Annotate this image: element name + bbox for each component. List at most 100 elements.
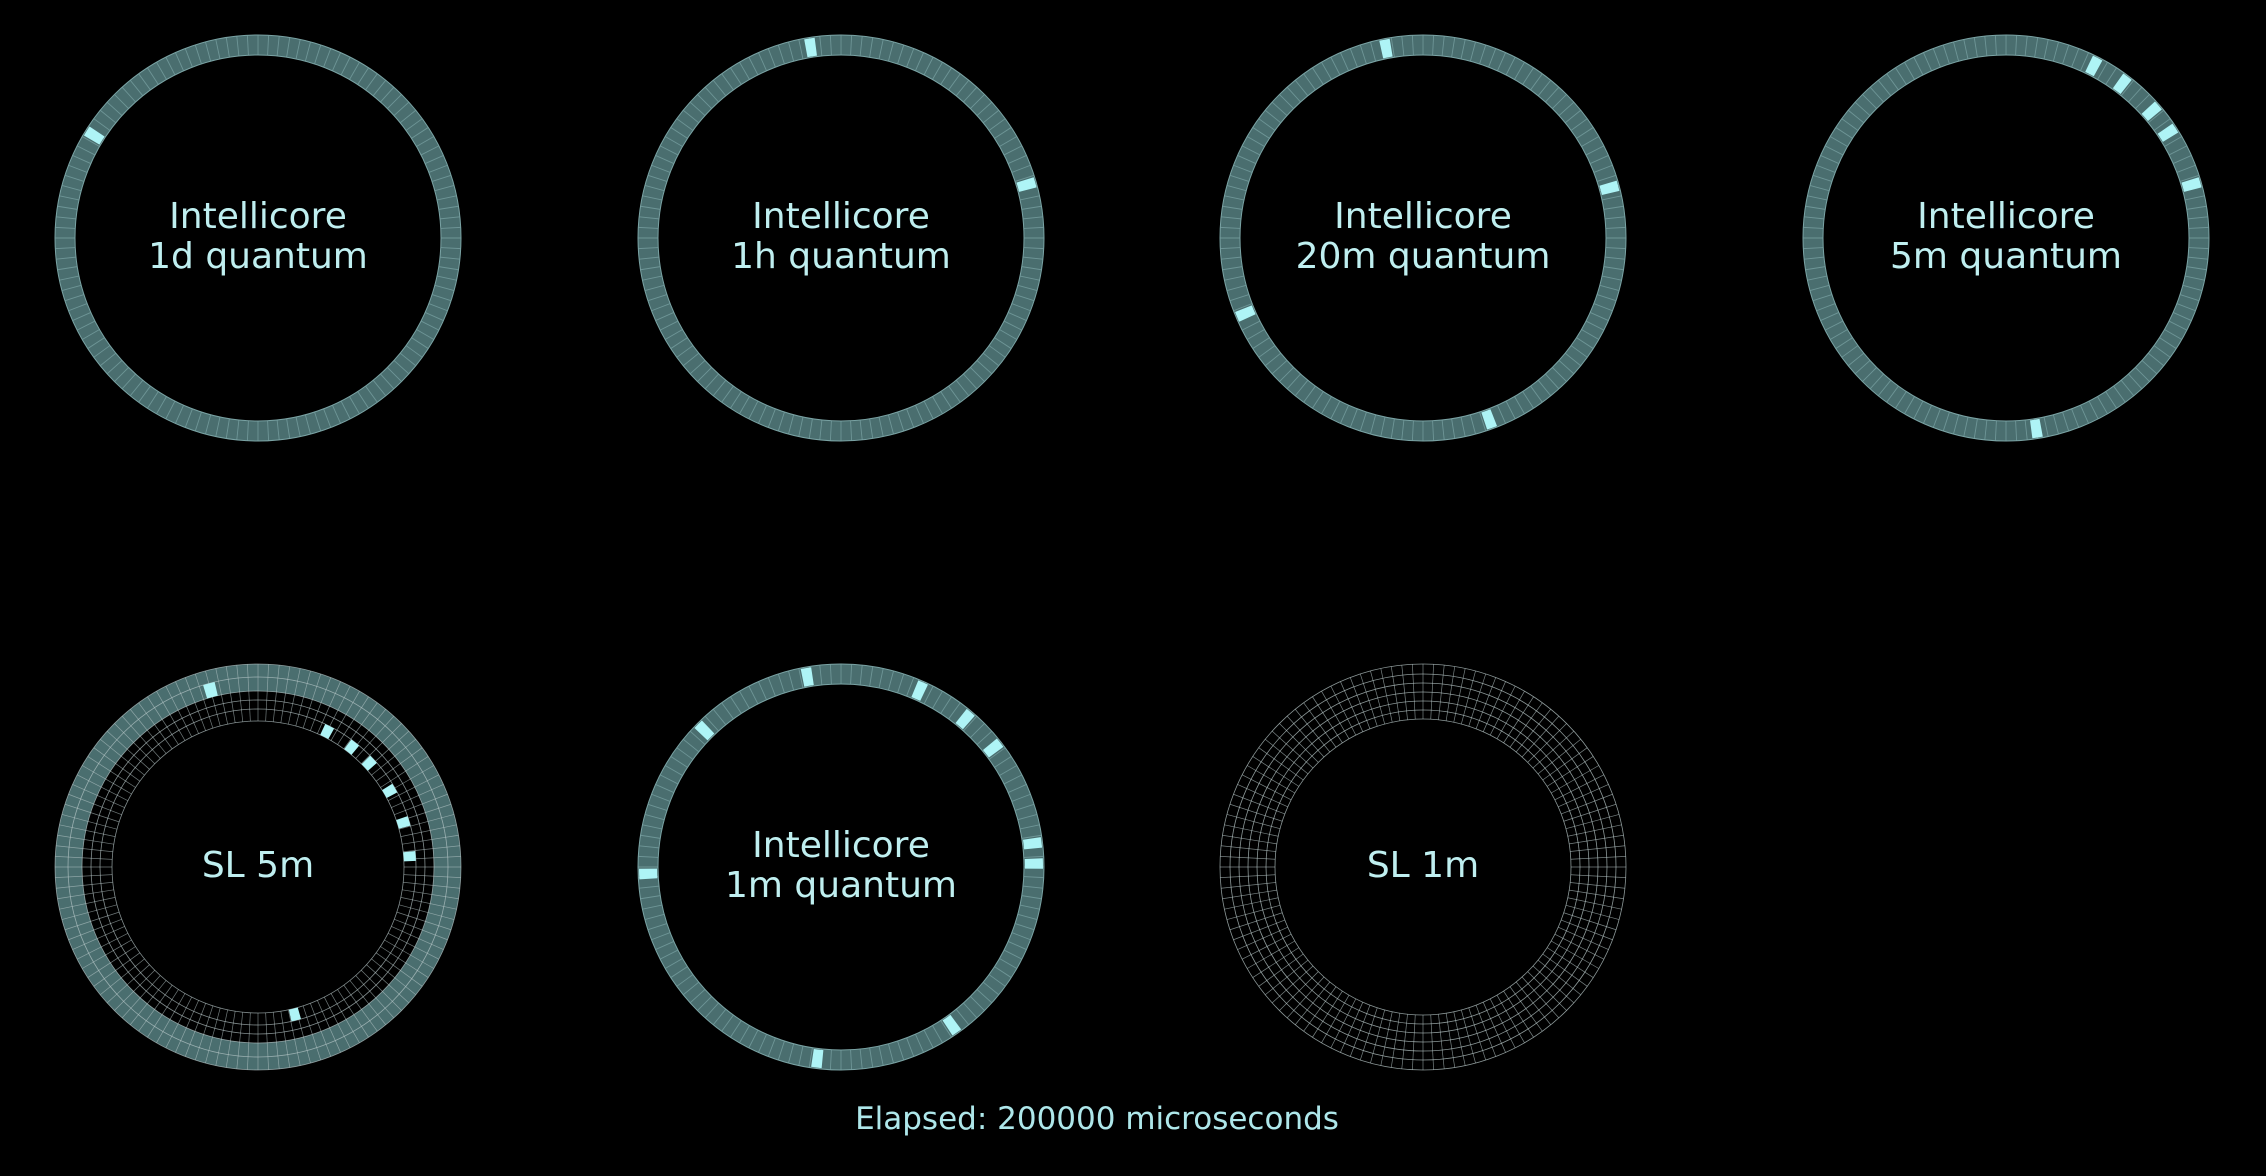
segment-divider [1430, 664, 1434, 720]
segment-divider [1340, 52, 1349, 72]
segment-divider [1475, 1005, 1497, 1057]
segment-divider [304, 41, 311, 62]
segment-divider [380, 373, 395, 390]
segment-divider [2024, 419, 2028, 440]
segment-divider [147, 696, 179, 745]
segment-divider [225, 666, 236, 723]
segment-divider [184, 48, 193, 68]
segment-divider [682, 738, 700, 753]
segment-divider [1258, 118, 1276, 131]
segment-divider [121, 715, 161, 759]
segment-divider [72, 926, 125, 950]
segment-divider [1286, 86, 1301, 103]
segment-divider [68, 793, 122, 816]
segment-divider [932, 1025, 943, 1044]
segment-divider [777, 1040, 785, 1061]
segment-divider [1460, 39, 1466, 60]
segment-divider [664, 136, 683, 147]
segment-divider [82, 765, 132, 795]
segment-divider [2141, 360, 2158, 375]
ring-intellicore-1h [637, 34, 1045, 442]
segment-divider [897, 44, 905, 65]
segment-divider [1554, 774, 1605, 801]
ring-intellicore-20m [1219, 34, 1627, 442]
segment-divider [337, 989, 369, 1038]
segment-divider [1286, 715, 1325, 758]
segment-divider [2184, 195, 2205, 201]
segment-divider [1803, 247, 1824, 250]
segment-divider [788, 1043, 795, 1064]
segment-divider [403, 845, 460, 853]
segment-divider [1019, 824, 1040, 830]
segment-divider [1804, 256, 1825, 260]
segment-divider [1014, 174, 1035, 182]
segment-divider [2172, 312, 2192, 321]
ring-inner-edge [1239, 54, 1607, 422]
segment-divider [689, 360, 706, 375]
active-segment-marker [2030, 418, 2043, 439]
segment-divider [398, 904, 455, 920]
segment-divider [1007, 941, 1027, 950]
segment-divider [61, 185, 82, 192]
ring-title-intellicore-1m-line2: 1m quantum [725, 865, 957, 906]
segment-divider [1877, 79, 1892, 97]
segment-divider [1014, 294, 1035, 302]
segment-divider [932, 61, 943, 80]
segment-divider [2024, 36, 2028, 57]
segment-divider [64, 294, 85, 302]
segment-divider [682, 109, 700, 124]
segment-divider [286, 37, 291, 58]
segment-divider [963, 1002, 978, 1019]
segment-divider [225, 418, 230, 439]
segment-divider [670, 127, 688, 139]
segment-divider [1003, 145, 1023, 156]
segment-divider [999, 765, 1018, 776]
segment-divider [280, 1011, 291, 1068]
segment-divider [651, 793, 671, 802]
segment-divider [349, 396, 360, 415]
segment-divider [267, 35, 270, 56]
segment-divider [999, 329, 1018, 340]
segment-divider [1023, 226, 1044, 229]
segment-divider [129, 379, 144, 397]
segment-divider [1829, 136, 1848, 147]
segment-divider [1505, 56, 1516, 76]
segment-divider [963, 715, 978, 732]
segment-divider [1589, 312, 1609, 321]
active-segment-marker [382, 783, 398, 799]
segment-divider [704, 373, 719, 390]
segment-divider [869, 666, 874, 687]
segment-divider [1468, 673, 1487, 727]
segment-divider [1271, 730, 1314, 769]
segment-divider [982, 109, 1000, 124]
segment-divider [1530, 73, 1543, 91]
segment-divider [121, 373, 136, 390]
segment-divider [982, 352, 1000, 367]
segment-divider [1932, 48, 1941, 68]
segment-divider [963, 86, 978, 103]
segment-divider [317, 1000, 341, 1053]
segment-divider [1558, 784, 1609, 808]
segment-divider [1294, 79, 1309, 97]
segment-divider [1340, 1002, 1364, 1053]
segment-divider [1835, 337, 1853, 349]
segment-divider [1570, 118, 1588, 131]
segment-divider [1585, 320, 1605, 331]
segment-divider [1019, 275, 1040, 281]
segment-divider [932, 690, 943, 709]
segment-divider [57, 834, 114, 845]
segment-divider [777, 411, 785, 432]
active-segment-marker [396, 816, 411, 829]
segment-divider [1567, 897, 1622, 910]
segment-divider [2188, 226, 2209, 229]
segment-divider [1017, 913, 1038, 920]
segment-divider [340, 56, 351, 76]
segment-divider [72, 155, 92, 164]
segment-divider [2153, 118, 2171, 131]
segment-divider [1581, 329, 1600, 340]
segment-divider [1854, 360, 1871, 375]
segment-divider [2043, 39, 2049, 60]
segment-divider [1226, 904, 1281, 920]
segment-divider [314, 44, 322, 65]
segment-divider [165, 996, 193, 1049]
